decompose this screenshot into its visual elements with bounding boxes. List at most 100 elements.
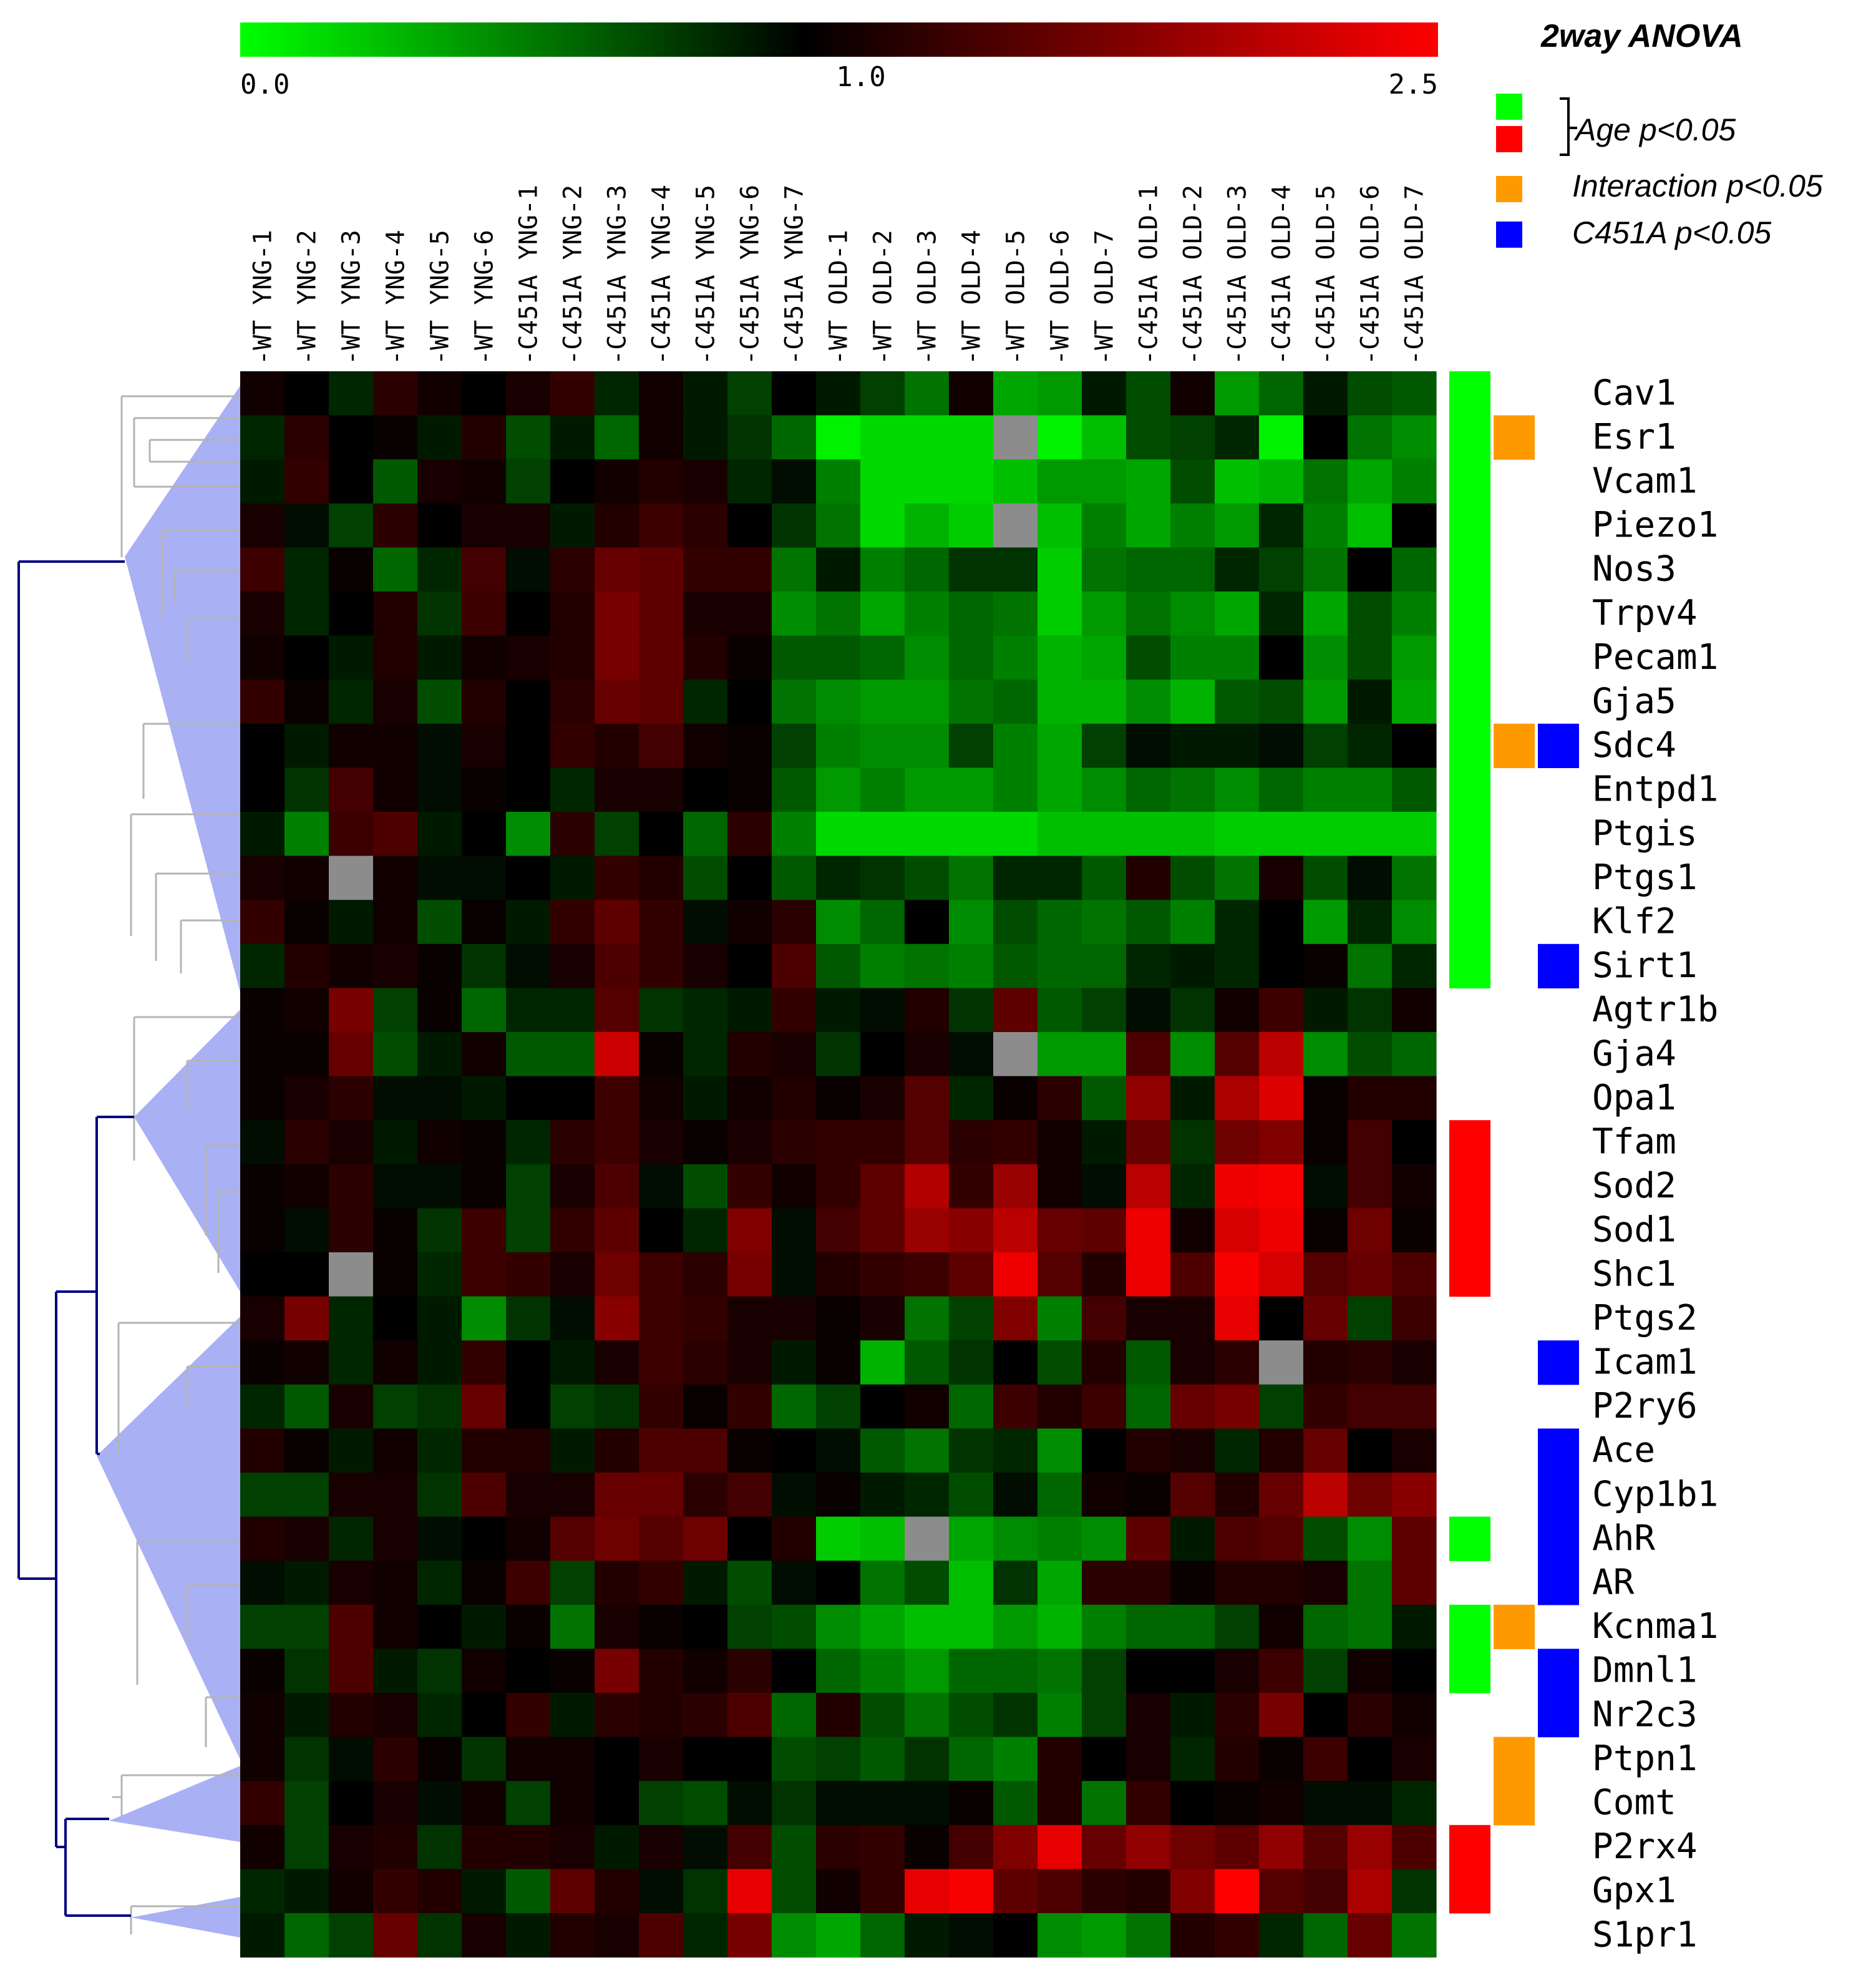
heatmap-cell-cav1-c451a-old-4 (1259, 371, 1304, 416)
heatmap-cell-klf2-wt-old-5 (993, 900, 1038, 945)
heatmap-cell-klf2-wt-yng-5 (417, 900, 462, 945)
heatmap-cell-cyp1b1-wt-old-1 (816, 1473, 861, 1518)
heatmap-cell-ptgis-c451a-old-3 (1215, 812, 1260, 857)
heatmap-cell-ptgs2-wt-yng-6 (462, 1296, 507, 1341)
heatmap-cell-kcnma1-wt-yng-4 (373, 1604, 418, 1649)
heatmap-cell-agtr1b-c451a-yng-7 (772, 988, 817, 1033)
heatmap-cell-nr2c3-c451a-old-4 (1259, 1693, 1304, 1738)
heatmap-cell-ptpn1-c451a-old-7 (1392, 1737, 1437, 1781)
row-label-comt: Comt (1592, 1783, 1676, 1823)
heatmap-cell-ahr-c451a-yng-7 (772, 1516, 817, 1561)
heatmap-cell-cyp1b1-wt-yng-4 (373, 1473, 418, 1518)
column-label-c451a-yng-5: -C451A YNG-5 (692, 185, 721, 365)
heatmap-cell-agtr1b-wt-yng-4 (373, 988, 418, 1033)
heatmap-cell-comt-wt-old-5 (993, 1781, 1038, 1826)
heatmap-cell-gja4-c451a-yng-3 (595, 1032, 639, 1077)
heatmap-cell-ahr-c451a-yng-4 (639, 1516, 684, 1561)
heatmap-cell-entpd1-c451a-old-2 (1170, 767, 1215, 812)
heatmap-cell-ptgis-wt-yng-2 (284, 812, 329, 857)
heatmap-cell-ptpn1-wt-yng-3 (329, 1737, 374, 1781)
heatmap-cell-ptgs2-wt-old-7 (1082, 1296, 1127, 1341)
heatmap-cell-comt-c451a-yng-4 (639, 1781, 684, 1826)
heatmap-cell-comt-wt-old-6 (1038, 1781, 1082, 1826)
age-up-bar-piezo1 (1449, 503, 1490, 548)
heatmap-cell-comt-c451a-yng-3 (595, 1781, 639, 1826)
heatmap-cell-comt-c451a-yng-7 (772, 1781, 817, 1826)
heatmap-cell-piezo1-wt-old-7 (1082, 503, 1127, 548)
heatmap-cell-gja4-c451a-old-5 (1303, 1032, 1348, 1077)
heatmap-cell-icam1-c451a-old-2 (1170, 1340, 1215, 1385)
heatmap-cell-ptpn1-wt-old-7 (1082, 1737, 1127, 1781)
heatmap-cell-p2rx4-wt-yng-4 (373, 1825, 418, 1869)
heatmap-cell-icam1-c451a-yng-3 (595, 1340, 639, 1385)
heatmap-cell-gpx1-c451a-old-3 (1215, 1869, 1260, 1914)
heatmap-cell-cav1-wt-old-1 (816, 371, 861, 416)
heatmap-cell-tfam-wt-old-5 (993, 1120, 1038, 1165)
heatmap-cell-klf2-wt-yng-1 (240, 900, 285, 945)
heatmap-cell-esr1-c451a-yng-3 (595, 415, 639, 460)
heatmap-cell-ace-wt-yng-6 (462, 1428, 507, 1473)
heatmap-cell-sdc4-c451a-yng-1 (506, 723, 551, 768)
heatmap-cell-dmnl1-c451a-yng-4 (639, 1649, 684, 1693)
heatmap-cell-ar-wt-old-2 (860, 1561, 905, 1605)
cluster-wedge-3 (97, 1317, 240, 1760)
heatmap-cell-gja5-c451a-old-1 (1126, 680, 1171, 724)
heatmap-cell-dmnl1-wt-yng-1 (240, 1649, 285, 1693)
heatmap-cell-gpx1-wt-old-1 (816, 1869, 861, 1914)
row-label-nr2c3: Nr2c3 (1592, 1694, 1698, 1735)
heatmap-cell-ace-c451a-old-2 (1170, 1428, 1215, 1473)
heatmap-cell-p2ry6-wt-old-3 (905, 1384, 950, 1429)
heatmap-cell-esr1-wt-yng-2 (284, 415, 329, 460)
subtree-mid-lines (133, 1016, 240, 1273)
heatmap-cell-pecam1-wt-old-3 (905, 635, 950, 680)
heatmap-cell-ptpn1-c451a-old-5 (1303, 1737, 1348, 1781)
column-label-wt-old-5: -WT OLD-5 (1002, 230, 1031, 365)
heatmap-cell-ptgs1-wt-yng-4 (373, 855, 418, 900)
heatmap-cell-piezo1-c451a-yng-4 (639, 503, 684, 548)
heatmap-cell-ptgs2-wt-yng-3 (329, 1296, 374, 1341)
heatmap-cell-entpd1-wt-yng-5 (417, 767, 462, 812)
heatmap-cell-shc1-wt-old-5 (993, 1252, 1038, 1297)
heatmap-cell-ar-c451a-old-4 (1259, 1561, 1304, 1605)
heatmap-cell-kcnma1-c451a-yng-2 (550, 1604, 595, 1649)
heatmap-cell-vcam1-wt-yng-6 (462, 459, 507, 504)
heatmap-cell-tfam-c451a-old-7 (1392, 1120, 1437, 1165)
heatmap-cell-s1pr1-wt-yng-5 (417, 1913, 462, 1958)
c451a-bar-dmnl1 (1538, 1649, 1579, 1693)
heatmap-cell-ptgs2-wt-old-3 (905, 1296, 950, 1341)
heatmap-cell-icam1-c451a-yng-6 (727, 1340, 772, 1385)
heatmap-cell-trpv4-wt-old-4 (949, 592, 994, 636)
heatmap-cell-kcnma1-c451a-old-4 (1259, 1604, 1304, 1649)
heatmap-cell-p2rx4-wt-yng-1 (240, 1825, 285, 1869)
heatmap-cell-kcnma1-wt-old-1 (816, 1604, 861, 1649)
heatmap-cell-ahr-wt-old-3 (905, 1516, 950, 1561)
heatmap-cell-sod1-c451a-old-2 (1170, 1208, 1215, 1253)
heatmap-cell-sod1-wt-old-6 (1038, 1208, 1082, 1253)
row-label-gja5: Gja5 (1592, 681, 1676, 722)
heatmap-cell-icam1-c451a-yng-5 (683, 1340, 728, 1385)
heatmap-cell-gpx1-wt-yng-5 (417, 1869, 462, 1914)
heatmap-cell-esr1-wt-old-2 (860, 415, 905, 460)
heatmap-cell-comt-c451a-old-1 (1126, 1781, 1171, 1826)
heatmap-cell-dmnl1-c451a-old-1 (1126, 1649, 1171, 1693)
heatmap-cell-dmnl1-wt-old-1 (816, 1649, 861, 1693)
heatmap-cell-nr2c3-c451a-old-1 (1126, 1693, 1171, 1738)
heatmap-cell-piezo1-c451a-yng-7 (772, 503, 817, 548)
heatmap-cell-ace-wt-old-7 (1082, 1428, 1127, 1473)
heatmap-cell-entpd1-wt-yng-3 (329, 767, 374, 812)
heatmap-cell-piezo1-c451a-old-1 (1126, 503, 1171, 548)
heatmap-cell-comt-wt-old-3 (905, 1781, 950, 1826)
heatmap-cell-vcam1-c451a-old-7 (1392, 459, 1437, 504)
interaction-bar-kcnma1 (1494, 1604, 1535, 1649)
heatmap-cell-klf2-wt-yng-6 (462, 900, 507, 945)
heatmap-cell-sod2-wt-old-1 (816, 1164, 861, 1209)
heatmap-cell-nr2c3-c451a-yng-7 (772, 1693, 817, 1738)
heatmap-cell-shc1-c451a-old-5 (1303, 1252, 1348, 1297)
heatmap-cell-gpx1-c451a-old-4 (1259, 1869, 1304, 1914)
heatmap-cell-kcnma1-wt-old-7 (1082, 1604, 1127, 1649)
heatmap-cell-klf2-c451a-yng-4 (639, 900, 684, 945)
heatmap-cell-ptgs1-wt-yng-1 (240, 855, 285, 900)
heatmap-cell-ahr-wt-yng-3 (329, 1516, 374, 1561)
heatmap-cell-ptgis-wt-old-3 (905, 812, 950, 857)
heatmap-cell-pecam1-c451a-old-4 (1259, 635, 1304, 680)
